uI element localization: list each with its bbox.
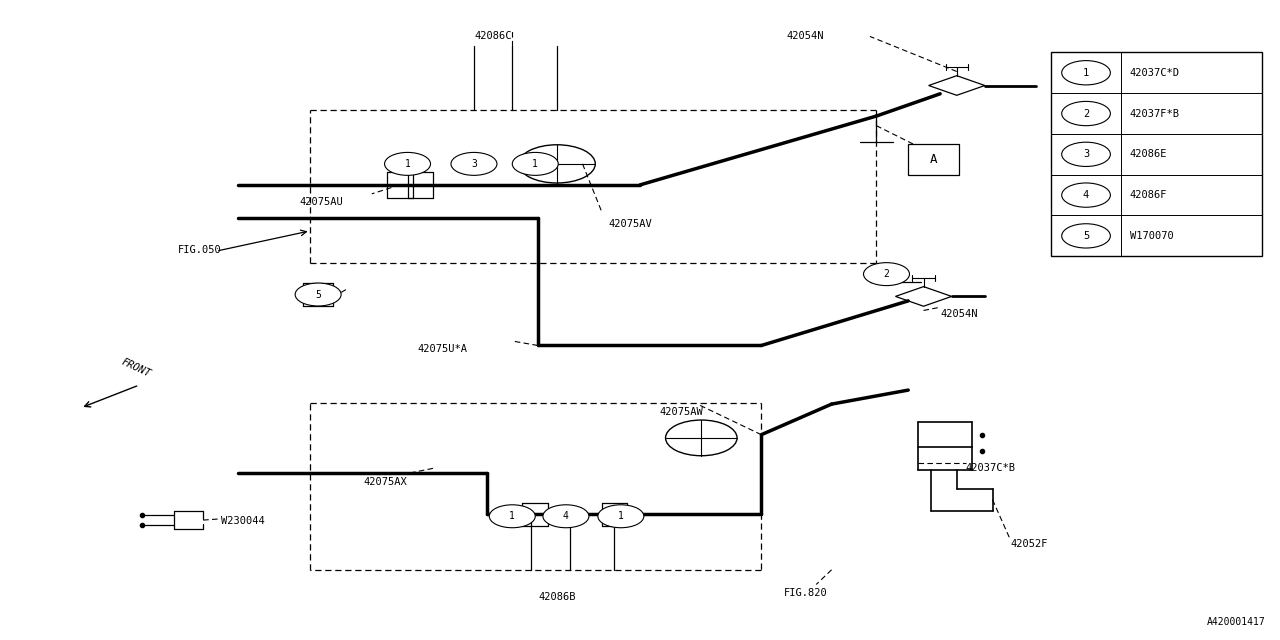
Circle shape: [489, 505, 535, 528]
Text: A: A: [931, 153, 937, 166]
Text: 3: 3: [1083, 149, 1089, 159]
Text: 42075AW: 42075AW: [659, 408, 703, 417]
Text: 4: 4: [1083, 190, 1089, 200]
Text: 3: 3: [471, 159, 477, 169]
Text: 42054N: 42054N: [940, 308, 978, 319]
Bar: [1051, 52, 1262, 256]
Circle shape: [1061, 61, 1110, 85]
Text: 4: 4: [563, 511, 568, 521]
Circle shape: [512, 152, 558, 175]
Circle shape: [384, 152, 430, 175]
Circle shape: [1061, 142, 1110, 166]
FancyBboxPatch shape: [909, 144, 959, 175]
Text: 42052F: 42052F: [1010, 540, 1048, 549]
Circle shape: [451, 152, 497, 175]
Text: 5: 5: [1083, 231, 1089, 241]
Circle shape: [864, 262, 910, 285]
Text: FIG.050: FIG.050: [178, 245, 221, 255]
Text: A420001417: A420001417: [1207, 617, 1266, 627]
Text: 1: 1: [509, 511, 516, 521]
Text: 1: 1: [404, 159, 411, 169]
Text: 2: 2: [883, 269, 890, 279]
Circle shape: [543, 505, 589, 528]
Text: 42075AX: 42075AX: [364, 477, 407, 488]
Text: 42086E: 42086E: [1130, 149, 1167, 159]
Circle shape: [1061, 224, 1110, 248]
Text: 42037F*B: 42037F*B: [1130, 109, 1180, 118]
Circle shape: [1061, 183, 1110, 207]
Circle shape: [598, 505, 644, 528]
Circle shape: [296, 283, 342, 306]
Text: W230044: W230044: [221, 516, 265, 525]
Text: 1: 1: [618, 511, 623, 521]
Text: FIG.820: FIG.820: [785, 588, 828, 598]
Text: 42075AU: 42075AU: [300, 197, 344, 207]
Text: 42075AV: 42075AV: [608, 220, 652, 229]
Text: FRONT: FRONT: [119, 356, 152, 379]
Text: 2: 2: [1083, 109, 1089, 118]
Text: 42037C*D: 42037C*D: [1130, 68, 1180, 77]
Text: 42086B: 42086B: [538, 592, 576, 602]
Text: 1: 1: [1083, 68, 1089, 77]
Circle shape: [1061, 101, 1110, 125]
Text: 42086C: 42086C: [475, 31, 512, 42]
Text: 5: 5: [315, 289, 321, 300]
Text: 42037C*B: 42037C*B: [965, 463, 1016, 473]
Text: W170070: W170070: [1130, 231, 1174, 241]
Text: 1: 1: [532, 159, 538, 169]
Text: 42054N: 42054N: [787, 31, 824, 42]
Text: 42075U*A: 42075U*A: [417, 344, 467, 354]
Text: 42086F: 42086F: [1130, 190, 1167, 200]
